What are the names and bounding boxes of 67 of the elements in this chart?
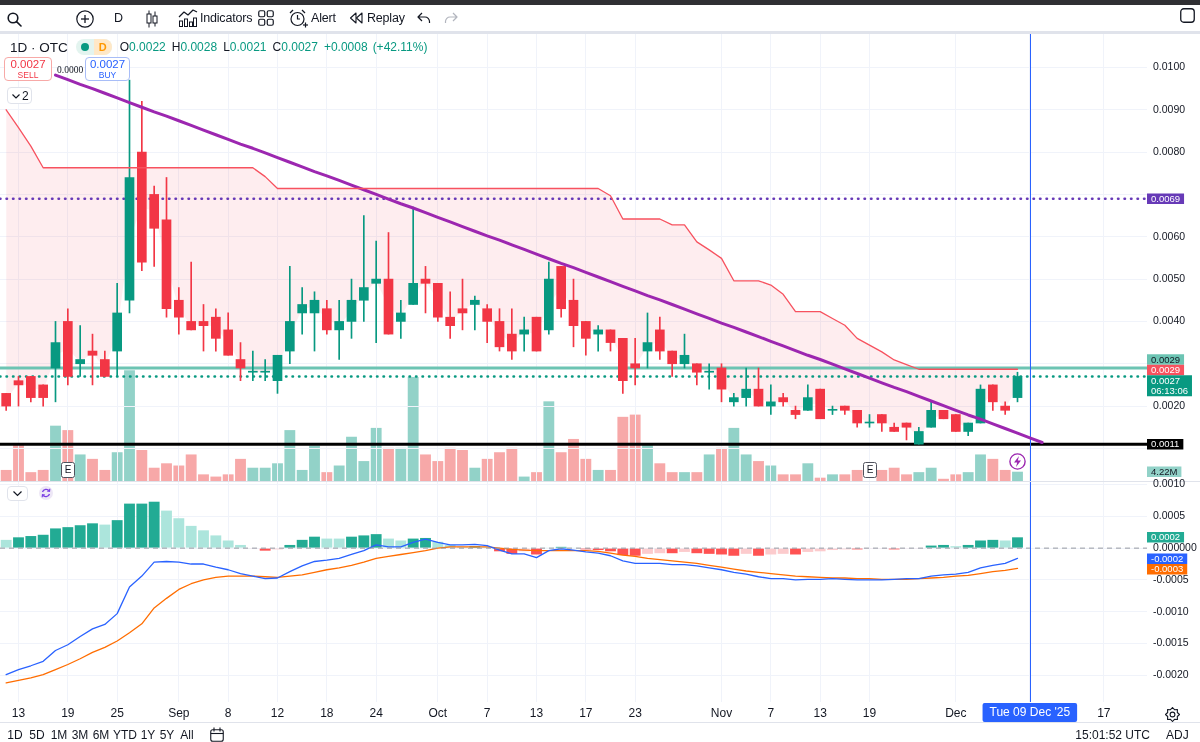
- x-tick-label: Tue 09 Dec '25: [989, 704, 1071, 719]
- y-tick-label: -0.0015: [1153, 636, 1189, 649]
- text: YTD: [113, 728, 137, 742]
- x-tick-label: 23: [628, 705, 643, 720]
- y-tick-label: 0.0050: [1153, 271, 1186, 284]
- chart-title: 1D · OTC: [10, 39, 68, 55]
- y-tick-label: 0.0005: [1153, 509, 1186, 522]
- text: 4.22M: [1151, 465, 1178, 477]
- text: ADJ: [1166, 728, 1189, 742]
- x-tick-label: 24: [369, 705, 384, 720]
- text: 5D: [29, 728, 45, 742]
- x-tick-label: 17: [1097, 705, 1111, 720]
- annotation: 2: [22, 89, 29, 103]
- y-tick-label: 0.000000: [1153, 541, 1197, 554]
- y-tick-label: -0.0010: [1153, 604, 1189, 617]
- text: 15:01:52 UTC: [1075, 728, 1150, 742]
- ref-line-label: 0.0027 06:13:06: [1151, 374, 1188, 397]
- text: Replay: [367, 11, 405, 25]
- y-tick-label: 0.0090: [1153, 102, 1186, 115]
- x-tick-label: 18: [320, 705, 334, 720]
- x-tick-label: 17: [579, 705, 593, 720]
- text: 3M: [71, 728, 89, 742]
- y-tick-label: 0.0060: [1153, 229, 1186, 242]
- y-tick-label: -0.0020: [1153, 668, 1189, 681]
- x-tick-label: 19: [61, 705, 75, 720]
- y-tick-label: 0.0080: [1153, 144, 1186, 157]
- text: 1D: [7, 728, 23, 742]
- x-tick-label: Oct: [428, 705, 448, 720]
- x-tick-label: 7: [767, 705, 775, 720]
- ref-line-label: 0.0069: [1151, 192, 1181, 204]
- x-tick-label: 7: [483, 705, 491, 720]
- annotation: E: [866, 464, 874, 476]
- text: 6M: [92, 728, 110, 742]
- text: D: [114, 11, 123, 25]
- text: 1M: [50, 728, 68, 742]
- x-tick-label: Sep: [168, 705, 190, 720]
- x-tick-label: 13: [813, 705, 828, 720]
- x-tick-label: 13: [11, 705, 26, 720]
- text: O0.0022 H0.0028 L0.0021 C0.0027 +0.0008 (+42.11%): [119, 40, 428, 54]
- annotation: 0.0027 SELL: [10, 58, 46, 80]
- x-tick-label: 8: [224, 705, 232, 720]
- x-tick-label: 25: [110, 705, 125, 720]
- text: 0.0029: [1151, 353, 1181, 365]
- text: All: [180, 728, 194, 742]
- text: 0.0002: [1151, 531, 1181, 543]
- annotation: D: [98, 41, 107, 53]
- text: -0.0003: [1151, 563, 1184, 575]
- y-tick-label: -0.0005: [1153, 572, 1189, 585]
- annotation: 0.0027 BUY: [89, 58, 126, 80]
- text: Indicators: [200, 11, 253, 25]
- y-tick-label: 0.0100: [1153, 60, 1186, 73]
- annotation: 0.0000: [57, 65, 84, 75]
- y-tick-label: 0.0010: [1153, 477, 1186, 490]
- x-tick-label: Nov: [710, 705, 733, 720]
- x-tick-label: 12: [270, 705, 285, 720]
- x-tick-label: 19: [862, 705, 877, 720]
- text: -0.0002: [1151, 552, 1184, 564]
- x-tick-label: Dec: [945, 705, 967, 720]
- y-tick-label: 0.0020: [1153, 398, 1186, 411]
- x-tick-label: 13: [529, 705, 544, 720]
- ref-line-label: 0.0011: [1151, 438, 1180, 450]
- ref-line-label: 0.0029: [1151, 364, 1181, 376]
- text: Alert: [311, 11, 336, 25]
- text: 5Y: [159, 728, 175, 742]
- y-tick-label: 0.0040: [1153, 314, 1186, 327]
- text: 1Y: [140, 728, 156, 742]
- annotation: E: [64, 464, 72, 476]
